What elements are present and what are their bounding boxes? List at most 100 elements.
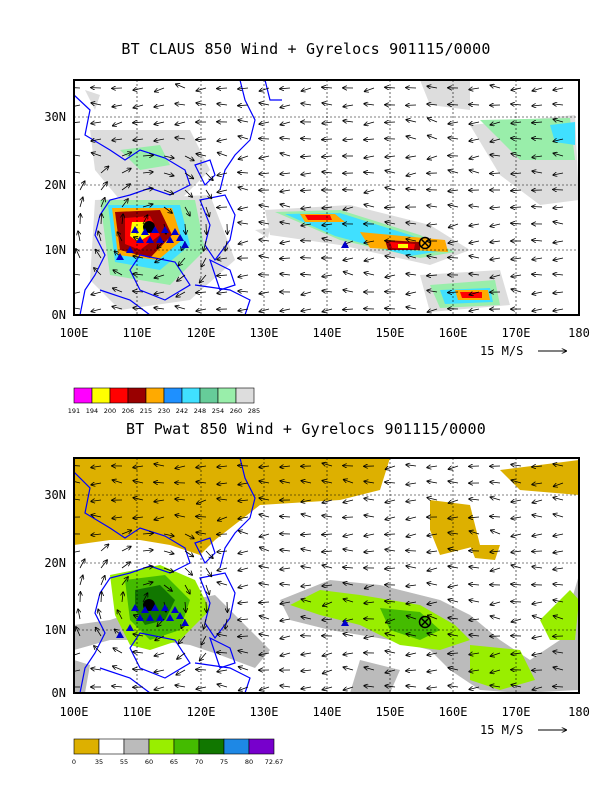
wind-arrow [100, 544, 109, 552]
triangle-marker [156, 614, 164, 621]
triangle-marker [146, 614, 154, 621]
wind-arrow [259, 222, 270, 224]
wind-arrow [184, 584, 190, 594]
wind-arrow [406, 602, 417, 604]
wind-arrow [259, 602, 270, 603]
colorbar-label: 206 [122, 407, 134, 415]
wind-arrow [133, 466, 144, 468]
lon-label: 180 [568, 705, 590, 719]
wind-arrow [155, 87, 165, 92]
wind-arrow [322, 275, 333, 277]
triangle-marker [151, 604, 159, 611]
wind-arrow [154, 105, 165, 107]
wind-arrow [386, 618, 396, 623]
wind-arrow [280, 105, 291, 108]
wind-arrow [364, 515, 375, 517]
panel1-colorbar: 191 194 200 206 215 230 242 248 254 260 285 [68, 387, 260, 415]
wind-arrow [113, 121, 123, 126]
wind-arrow [238, 619, 249, 620]
wind-arrow [259, 481, 270, 483]
wind-arrow [280, 584, 291, 585]
wind-arrow [449, 465, 459, 469]
wind-arrow [301, 687, 312, 689]
wind-arrow [428, 136, 438, 140]
wind-arrow [511, 190, 522, 191]
lat-label: 10N [44, 243, 66, 257]
wind-arrow [163, 206, 172, 213]
wind-arrow [239, 667, 249, 671]
wind-arrow [323, 653, 333, 656]
colorbar-swatch [98, 738, 125, 755]
colorbar-label: 80 [245, 758, 253, 766]
wind-arrow [206, 601, 207, 612]
triangle-marker [131, 226, 139, 233]
wind-arrow [427, 687, 438, 688]
colorbar-label: 260 [230, 407, 242, 415]
wind-arrow [448, 618, 459, 619]
wind-arrow [179, 257, 186, 266]
wind-arrow [121, 199, 128, 208]
wind-arrow [201, 257, 207, 267]
wind-arrow [343, 517, 354, 518]
wind-arrow [96, 250, 102, 259]
wind-arrow [385, 568, 396, 569]
wind-arrow [532, 602, 543, 604]
wind-arrow [449, 223, 459, 228]
wind-arrow [238, 275, 249, 277]
wind-arrow [259, 309, 270, 312]
triangle-marker [161, 604, 169, 611]
wind-arrow [142, 566, 153, 568]
reference-vector-label: 15 M/S [480, 723, 523, 737]
wind-arrow [217, 139, 228, 141]
wind-arrow [406, 189, 417, 190]
wind-arrow [406, 120, 417, 122]
wind-arrow [385, 549, 396, 551]
wind-arrow [385, 500, 396, 503]
wind-arrow [364, 667, 375, 670]
wind-arrow [385, 188, 396, 191]
wind-arrow [280, 138, 291, 139]
wind-arrow [512, 619, 522, 622]
wind-arrow [470, 531, 480, 534]
panel2-grid [74, 458, 579, 693]
wind-arrow [280, 122, 291, 125]
wind-arrow [406, 517, 417, 520]
wind-arrow [302, 514, 312, 517]
wind-arrow [490, 224, 501, 226]
wind-arrow [469, 88, 480, 90]
panel2-coastline [74, 458, 256, 693]
wind-arrow [427, 275, 438, 276]
panel2-colorbar: 0 35 55 60 65 70 75 80 72.67 [72, 738, 283, 766]
wind-arrow [406, 255, 417, 258]
wind-arrow [407, 616, 417, 620]
wind-arrow [406, 136, 417, 139]
wind-arrow [469, 241, 480, 243]
wind-arrow [301, 309, 312, 311]
wind-arrow [94, 646, 102, 654]
colorbar-label: 230 [158, 407, 170, 415]
wind-arrow [469, 170, 480, 173]
wind-arrow [490, 516, 501, 517]
wind-arrow [225, 618, 227, 629]
wind-arrow [113, 480, 123, 483]
wind-arrow [238, 223, 249, 225]
wind-arrow [448, 686, 459, 687]
wind-arrow [553, 600, 564, 602]
wind-arrow [301, 224, 312, 226]
wind-arrow [205, 567, 211, 576]
panel2-map: 30N 20N 10N 0N 100E 110E 120E 130E 140E … [44, 457, 590, 766]
wind-arrow [491, 652, 501, 656]
wind-arrow [113, 288, 123, 293]
wind-arrow [343, 258, 354, 260]
colorbar-swatch [163, 387, 183, 404]
wind-arrow [406, 534, 417, 537]
triangle-marker [126, 246, 134, 253]
wind-arrow [343, 653, 354, 655]
wind-arrow [259, 653, 270, 655]
colorbar-swatch [223, 738, 250, 755]
wind-arrow [448, 549, 459, 551]
wind-arrow [74, 670, 81, 672]
wind-arrow [133, 652, 144, 653]
wind-arrow [301, 534, 312, 535]
